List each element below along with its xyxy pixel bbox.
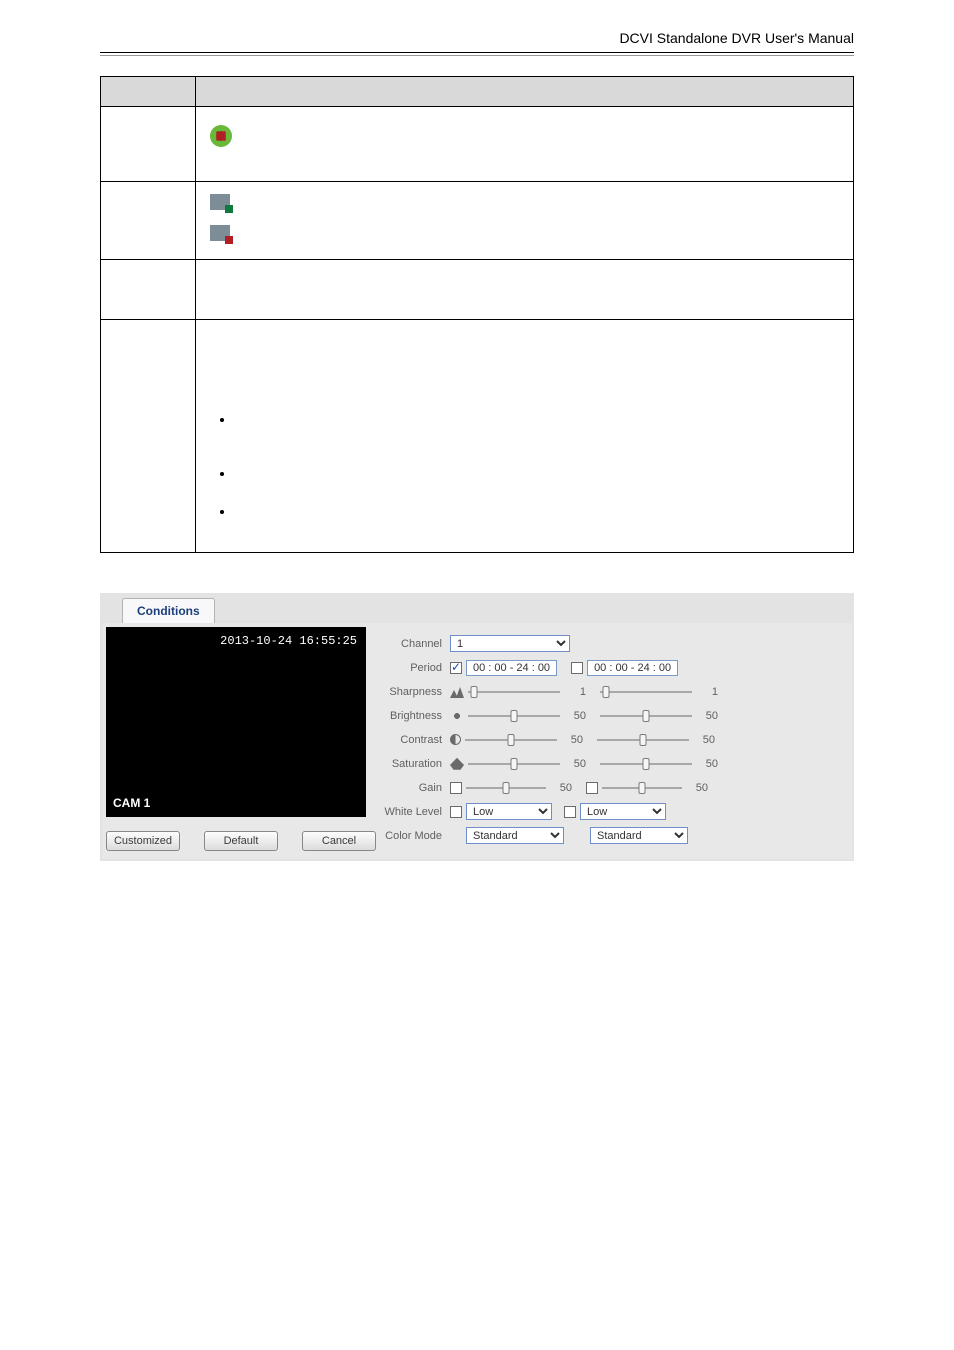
gain-slider-1[interactable] — [466, 782, 546, 794]
period2-checkbox[interactable] — [571, 662, 583, 674]
table-header-row — [101, 77, 854, 107]
contrast-row: Contrast 50 50 — [380, 729, 844, 751]
period-label: Period — [380, 662, 450, 674]
bullet-item-2 — [234, 464, 839, 488]
record-remove-icon — [210, 225, 230, 241]
period-row: Period 00 : 00 - 24 : 00 00 : 00 - 24 : … — [380, 657, 844, 679]
period1-checkbox[interactable] — [450, 662, 462, 674]
colormode-select-1[interactable]: Standard — [466, 827, 564, 844]
row-dual-label — [101, 181, 196, 259]
conditions-panel: Conditions 2013-10-24 16:55:25 CAM 1 Cus… — [100, 593, 854, 861]
whitelevel-select-2[interactable]: Low — [580, 803, 666, 820]
panel-body: 2013-10-24 16:55:25 CAM 1 Customized Def… — [102, 623, 852, 859]
bullet-list — [210, 410, 839, 526]
channel-select[interactable]: 1 — [450, 635, 570, 652]
contrast-label: Contrast — [380, 734, 450, 746]
saturation-val-1: 50 — [564, 758, 586, 770]
brightness-val-1: 50 — [564, 710, 586, 722]
gain-slider-2[interactable] — [602, 782, 682, 794]
saturation-label: Saturation — [380, 758, 450, 770]
sharpness-icon — [450, 686, 464, 698]
table-row-blank — [101, 259, 854, 319]
table-row-bullets — [101, 319, 854, 552]
row-dual-cell — [196, 181, 854, 259]
sharpness-slider-2[interactable] — [600, 686, 692, 698]
table-head-left — [101, 77, 196, 107]
description-table — [100, 76, 854, 553]
customized-button[interactable]: Customized — [106, 831, 180, 851]
row-close-cell — [196, 107, 854, 182]
preview-button-row: Customized Default Cancel — [106, 831, 366, 851]
controls-column: Channel 1 Period 00 : 00 - 24 : 00 00 : … — [376, 627, 848, 855]
colormode-select-2[interactable]: Standard — [590, 827, 688, 844]
header-title: DCVI Standalone DVR User's Manual — [619, 30, 854, 46]
contrast-icon — [450, 734, 461, 745]
brightness-label: Brightness — [380, 710, 450, 722]
sharpness-slider-1[interactable] — [468, 686, 560, 698]
saturation-icon — [450, 758, 464, 770]
brightness-val-2: 50 — [696, 710, 718, 722]
gain-val-1: 50 — [550, 782, 572, 794]
saturation-slider-1[interactable] — [468, 758, 560, 770]
row-bullets-label — [101, 319, 196, 552]
brightness-row: Brightness 50 50 — [380, 705, 844, 727]
gain-row: Gain 50 50 — [380, 777, 844, 799]
row-blank-cell — [196, 259, 854, 319]
saturation-val-2: 50 — [696, 758, 718, 770]
close-icon — [210, 125, 232, 147]
contrast-val-1: 50 — [561, 734, 583, 746]
period2-time[interactable]: 00 : 00 - 24 : 00 — [587, 660, 678, 676]
sharpness-val-1: 1 — [564, 686, 586, 698]
sharpness-label: Sharpness — [380, 686, 450, 698]
bullet-item-1 — [234, 410, 839, 450]
gain-label: Gain — [380, 782, 450, 794]
saturation-slider-2[interactable] — [600, 758, 692, 770]
contrast-slider-1[interactable] — [465, 734, 557, 746]
tab-bar: Conditions — [102, 595, 852, 623]
sharpness-row: Sharpness 1 1 — [380, 681, 844, 703]
bullet-item-3 — [234, 502, 839, 526]
gain-checkbox-1[interactable] — [450, 782, 462, 794]
row-close-label — [101, 107, 196, 182]
channel-label: Channel — [380, 638, 450, 650]
preview-cam-label: CAM 1 — [113, 796, 150, 810]
preview-column: 2013-10-24 16:55:25 CAM 1 Customized Def… — [106, 627, 366, 855]
saturation-row: Saturation 50 50 — [380, 753, 844, 775]
whitelevel-label: White Level — [380, 806, 450, 818]
sharpness-val-2: 1 — [696, 686, 718, 698]
whitelevel-checkbox-2[interactable] — [564, 806, 576, 818]
table-row-close — [101, 107, 854, 182]
page-header: DCVI Standalone DVR User's Manual — [100, 30, 854, 53]
header-rule — [100, 55, 854, 56]
preview-timestamp: 2013-10-24 16:55:25 — [220, 634, 357, 648]
brightness-slider-1[interactable] — [468, 710, 560, 722]
cancel-button[interactable]: Cancel — [302, 831, 376, 851]
row-bullets-cell — [196, 319, 854, 552]
whitelevel-select-1[interactable]: Low — [466, 803, 552, 820]
colormode-label: Color Mode — [380, 830, 450, 842]
gain-val-2: 50 — [686, 782, 708, 794]
colormode-row: Color Mode Standard Standard — [380, 825, 844, 847]
channel-row: Channel 1 — [380, 633, 844, 655]
contrast-val-2: 50 — [693, 734, 715, 746]
brightness-icon — [450, 710, 464, 722]
gain-checkbox-2[interactable] — [586, 782, 598, 794]
video-preview: 2013-10-24 16:55:25 CAM 1 — [106, 627, 366, 817]
table-row-dualicon — [101, 181, 854, 259]
whitelevel-checkbox-1[interactable] — [450, 806, 462, 818]
table-head-right — [196, 77, 854, 107]
contrast-slider-2[interactable] — [597, 734, 689, 746]
period1-time[interactable]: 00 : 00 - 24 : 00 — [466, 660, 557, 676]
tab-conditions[interactable]: Conditions — [122, 598, 215, 623]
default-button[interactable]: Default — [204, 831, 278, 851]
record-add-icon — [210, 194, 230, 210]
brightness-slider-2[interactable] — [600, 710, 692, 722]
row-blank-label — [101, 259, 196, 319]
whitelevel-row: White Level Low Low — [380, 801, 844, 823]
